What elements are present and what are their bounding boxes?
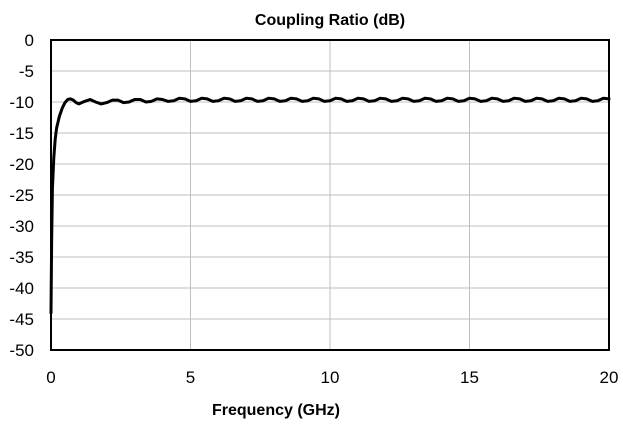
y-tick-label: -35 [9, 248, 34, 267]
coupling-ratio-line [49, 96, 611, 315]
x-tick-label: 20 [600, 368, 619, 387]
y-tick-label: -40 [9, 279, 34, 298]
tick-labels: 0 -5 -10 -15 -20 -25 -30 -35 -40 -45 -50 0 5 10 15 20 [9, 31, 618, 387]
y-tick-label: -25 [9, 186, 34, 205]
chart-title: Coupling Ratio (dB) [255, 12, 405, 29]
y-tick-label: -10 [9, 93, 34, 112]
x-tick-label: 15 [460, 368, 479, 387]
series-layer [49, 96, 611, 315]
x-tick-label: 0 [46, 368, 55, 387]
gridlines [51, 40, 609, 350]
y-tick-label: 0 [25, 31, 34, 50]
x-tick-label: 10 [321, 368, 340, 387]
y-tick-label: -5 [19, 62, 34, 81]
x-tick-label: 5 [186, 368, 195, 387]
y-tick-label: -15 [9, 124, 34, 143]
y-tick-label: -50 [9, 341, 34, 360]
y-tick-label: -45 [9, 310, 34, 329]
x-axis-label: Frequency (GHz) [212, 402, 340, 419]
plot-frame [50, 39, 610, 351]
y-tick-label: -20 [9, 155, 34, 174]
y-tick-label: -30 [9, 217, 34, 236]
